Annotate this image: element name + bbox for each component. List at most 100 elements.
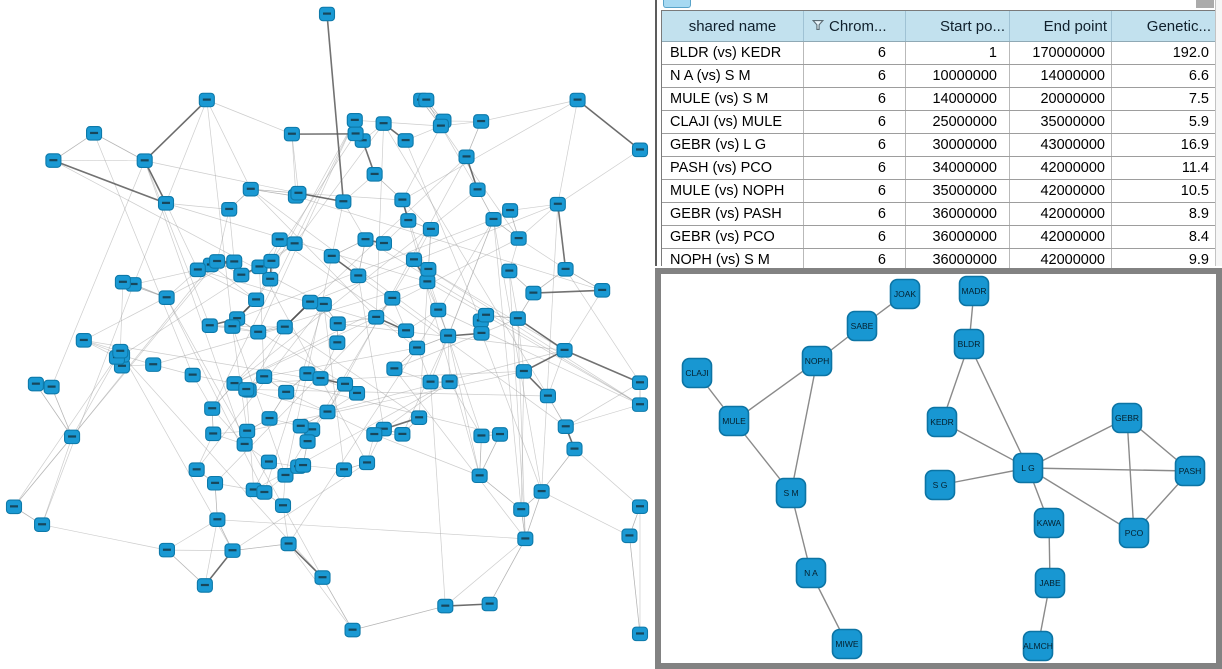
table-scrollbar-track[interactable] bbox=[1215, 0, 1222, 266]
network-node[interactable] bbox=[398, 323, 415, 338]
network-node[interactable] bbox=[224, 543, 241, 558]
network-edge[interactable] bbox=[968, 343, 1029, 469]
network-node[interactable] bbox=[557, 261, 574, 277]
node-shape[interactable] bbox=[795, 557, 827, 589]
network-node[interactable] bbox=[631, 375, 649, 390]
network-node[interactable] bbox=[198, 92, 215, 108]
network-node[interactable]: MIWE bbox=[831, 628, 863, 660]
network-node[interactable] bbox=[517, 531, 534, 547]
network-node[interactable] bbox=[418, 92, 435, 108]
column-header-end-point[interactable]: End point bbox=[1010, 11, 1112, 41]
node-shape[interactable] bbox=[926, 406, 958, 438]
node-shape[interactable] bbox=[1118, 517, 1150, 549]
network-node[interactable]: CLAJI bbox=[681, 357, 713, 389]
network-node[interactable] bbox=[491, 427, 509, 442]
network-node[interactable] bbox=[556, 342, 573, 358]
network-node[interactable] bbox=[432, 118, 449, 134]
network-node[interactable] bbox=[86, 126, 103, 141]
network-node[interactable] bbox=[386, 361, 403, 377]
network-node[interactable] bbox=[145, 357, 162, 372]
network-node[interactable] bbox=[5, 499, 23, 515]
network-node[interactable] bbox=[358, 455, 376, 471]
network-node[interactable] bbox=[557, 419, 574, 434]
network-node[interactable] bbox=[299, 434, 316, 449]
network-node[interactable] bbox=[368, 309, 385, 325]
network-node[interactable] bbox=[302, 294, 319, 310]
network-node[interactable] bbox=[631, 626, 649, 642]
network-node[interactable] bbox=[114, 274, 131, 290]
network-node[interactable]: NOPH bbox=[801, 345, 833, 377]
network-node[interactable] bbox=[366, 427, 383, 442]
network-node[interactable] bbox=[440, 328, 457, 344]
network-node[interactable] bbox=[437, 598, 454, 614]
network-node[interactable] bbox=[242, 181, 259, 197]
column-header-start-point[interactable]: Start po... bbox=[906, 11, 1010, 41]
network-node[interactable] bbox=[209, 512, 226, 527]
table-row[interactable]: MULE (vs) S M 6 14000000 20000000 7.5 bbox=[662, 88, 1215, 111]
network-node[interactable] bbox=[397, 133, 414, 148]
network-node[interactable] bbox=[422, 221, 439, 237]
network-node[interactable] bbox=[295, 458, 312, 473]
network-node[interactable] bbox=[471, 468, 488, 484]
network-node[interactable] bbox=[329, 316, 346, 331]
table-row[interactable]: GEBR (vs) PASH 6 36000000 42000000 8.9 bbox=[662, 203, 1215, 226]
network-node[interactable] bbox=[419, 274, 436, 290]
network-node[interactable] bbox=[204, 401, 221, 416]
network-node[interactable]: ALMCH bbox=[1022, 630, 1054, 662]
network-node[interactable] bbox=[509, 311, 526, 326]
network-node[interactable] bbox=[357, 232, 374, 247]
network-node[interactable]: KAWA bbox=[1033, 507, 1065, 539]
network-node[interactable] bbox=[409, 340, 426, 356]
network-node[interactable] bbox=[473, 428, 490, 444]
network-node[interactable] bbox=[375, 236, 393, 251]
network-node[interactable] bbox=[274, 498, 292, 513]
network-node[interactable] bbox=[277, 468, 294, 483]
network-node[interactable]: GEBR bbox=[1111, 402, 1143, 434]
network-node[interactable]: BLDR bbox=[953, 328, 985, 360]
network-node[interactable]: JOAK bbox=[889, 278, 921, 310]
network-node[interactable] bbox=[290, 185, 307, 201]
network-node[interactable]: KEDR bbox=[926, 406, 958, 438]
network-edge[interactable] bbox=[1027, 417, 1128, 469]
network-node[interactable] bbox=[501, 263, 518, 279]
network-node[interactable] bbox=[43, 379, 60, 395]
network-node[interactable] bbox=[45, 153, 62, 168]
network-node[interactable] bbox=[226, 254, 243, 270]
network-node[interactable] bbox=[513, 502, 530, 517]
network-node[interactable] bbox=[525, 285, 542, 301]
network-node[interactable] bbox=[256, 369, 273, 384]
network-node[interactable] bbox=[510, 231, 527, 246]
network-node[interactable] bbox=[261, 411, 278, 426]
network-node[interactable] bbox=[184, 367, 201, 383]
network-node[interactable] bbox=[441, 374, 458, 390]
network-node[interactable] bbox=[347, 126, 364, 142]
network-node[interactable] bbox=[336, 376, 354, 392]
network-node[interactable]: S M bbox=[775, 477, 807, 509]
network-node[interactable] bbox=[348, 386, 366, 401]
network-node[interactable] bbox=[256, 485, 273, 500]
table-row[interactable]: BLDR (vs) KEDR 6 1 170000000 192.0 bbox=[662, 42, 1215, 65]
network-node[interactable] bbox=[469, 182, 486, 198]
network-node[interactable] bbox=[262, 271, 279, 287]
network-node[interactable] bbox=[323, 248, 340, 264]
network-node[interactable] bbox=[473, 326, 490, 341]
network-node[interactable] bbox=[221, 202, 238, 217]
network-node[interactable] bbox=[394, 427, 411, 442]
node-shape[interactable] bbox=[924, 469, 956, 501]
network-node[interactable]: L G bbox=[1012, 452, 1044, 484]
node-shape[interactable] bbox=[846, 310, 878, 342]
network-node[interactable] bbox=[314, 570, 331, 585]
network-node[interactable] bbox=[594, 283, 611, 298]
table-row[interactable]: PASH (vs) PCO 6 34000000 42000000 11.4 bbox=[662, 157, 1215, 180]
network-node[interactable] bbox=[315, 297, 332, 312]
network-edge[interactable] bbox=[1027, 467, 1135, 534]
column-header-shared-name[interactable]: shared name bbox=[662, 11, 804, 41]
network-node[interactable] bbox=[366, 167, 383, 182]
network-node[interactable] bbox=[375, 116, 392, 131]
network-node[interactable] bbox=[239, 423, 256, 439]
network-node[interactable] bbox=[205, 426, 222, 442]
network-node[interactable] bbox=[621, 528, 638, 544]
network-node[interactable] bbox=[250, 324, 267, 340]
network-node[interactable]: N A bbox=[795, 557, 827, 589]
node-shape[interactable] bbox=[1174, 455, 1206, 487]
